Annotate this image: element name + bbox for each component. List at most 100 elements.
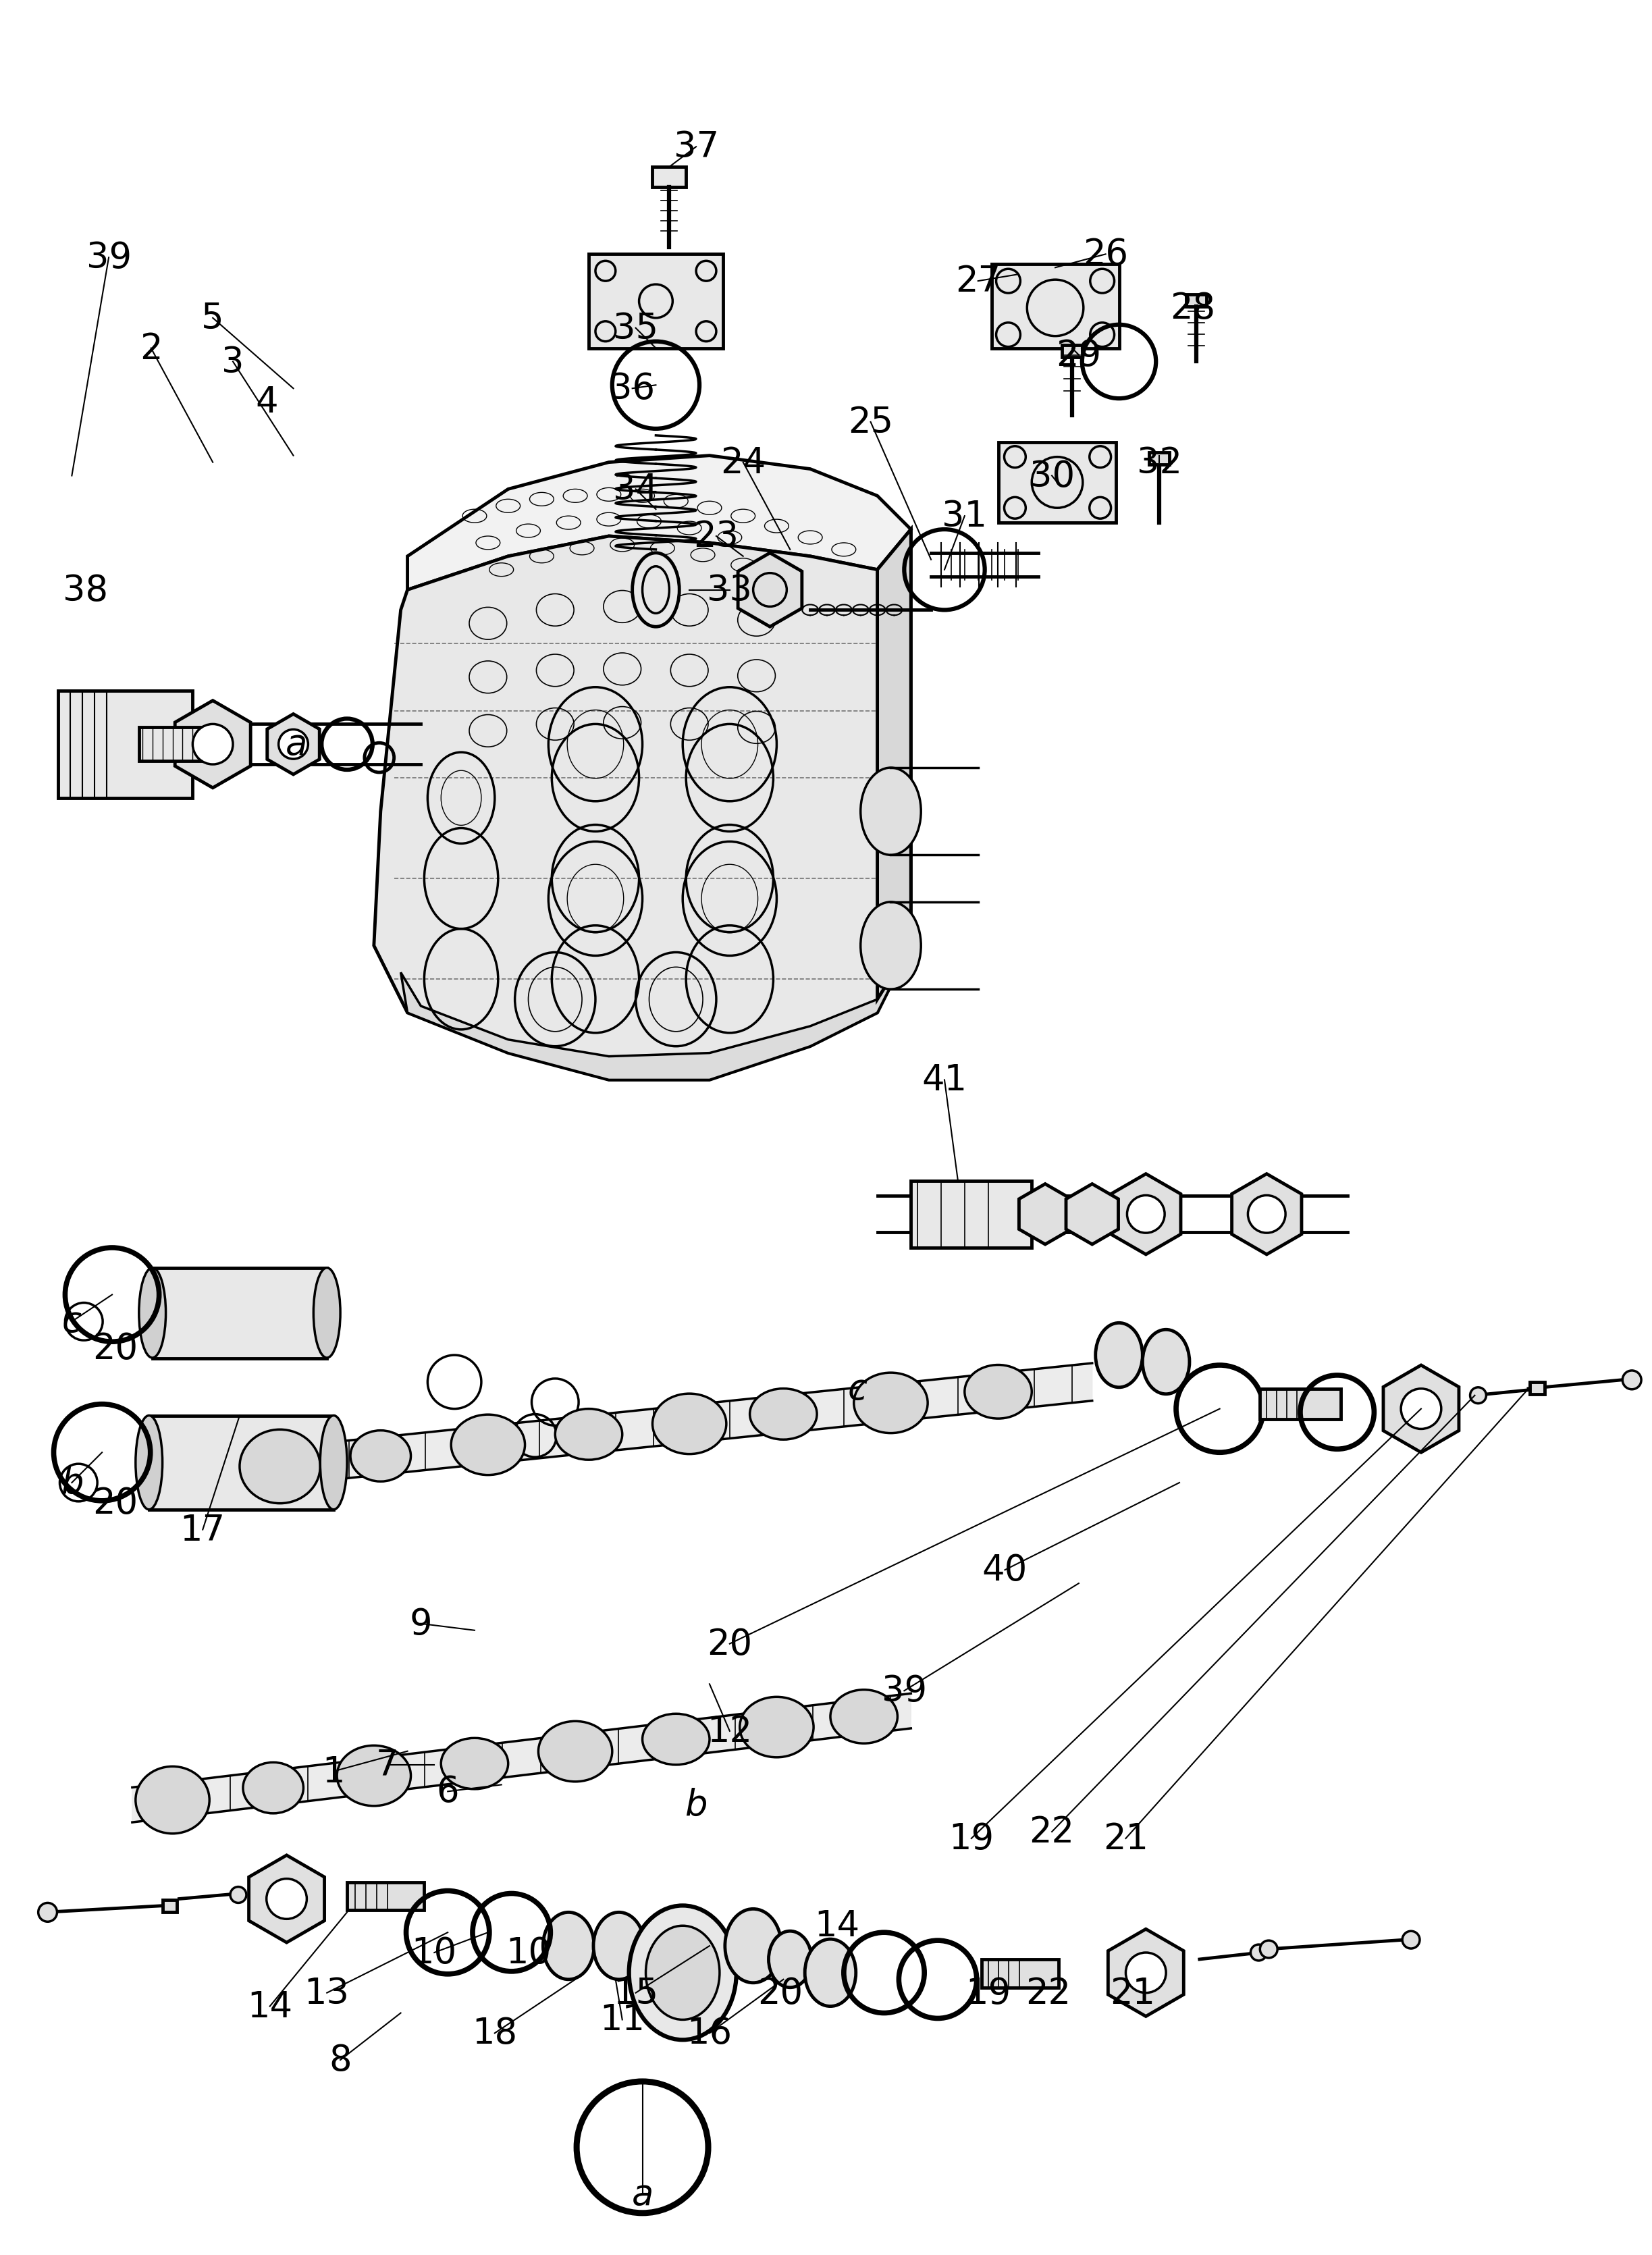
Text: 6: 6 <box>436 1775 459 1809</box>
Text: 18: 18 <box>472 2016 517 2050</box>
Text: a: a <box>631 2176 653 2212</box>
Text: 26: 26 <box>1084 237 1128 273</box>
Text: 31: 31 <box>942 498 988 534</box>
Polygon shape <box>1066 1184 1118 1245</box>
Ellipse shape <box>646 1926 720 2020</box>
Text: 4: 4 <box>254 386 278 419</box>
Ellipse shape <box>854 1373 928 1434</box>
Polygon shape <box>175 701 251 789</box>
Circle shape <box>1622 1371 1642 1389</box>
Circle shape <box>1125 1953 1166 1993</box>
Text: 10: 10 <box>411 1935 458 1971</box>
Text: 40: 40 <box>983 1551 1028 1588</box>
Text: 8: 8 <box>329 2043 352 2077</box>
Bar <box>1150 453 1170 465</box>
Ellipse shape <box>768 1930 811 1987</box>
Ellipse shape <box>740 1698 813 1757</box>
Polygon shape <box>249 1856 324 1942</box>
Circle shape <box>266 1878 307 1919</box>
Ellipse shape <box>725 1910 781 1982</box>
Text: 12: 12 <box>707 1714 752 1748</box>
Ellipse shape <box>139 1267 165 1358</box>
Circle shape <box>1260 1942 1277 1957</box>
Bar <box>162 1901 177 1912</box>
Polygon shape <box>401 945 910 1080</box>
Text: 20: 20 <box>757 1975 803 2011</box>
Text: 39: 39 <box>86 241 132 275</box>
Ellipse shape <box>653 1394 727 1454</box>
Circle shape <box>1470 1387 1487 1403</box>
Circle shape <box>38 1903 58 1921</box>
Text: 33: 33 <box>707 573 752 609</box>
Ellipse shape <box>135 1766 210 1833</box>
Ellipse shape <box>831 1689 897 1743</box>
Text: 1: 1 <box>322 1754 345 1788</box>
Circle shape <box>1403 1930 1419 1948</box>
Text: 14: 14 <box>248 1989 292 2025</box>
Text: 7: 7 <box>377 1748 398 1781</box>
Text: 13: 13 <box>304 1975 350 2011</box>
Ellipse shape <box>861 769 920 855</box>
Ellipse shape <box>593 1912 644 1980</box>
Polygon shape <box>738 552 801 627</box>
Ellipse shape <box>243 1763 304 1813</box>
Text: 21: 21 <box>1110 1975 1155 2011</box>
Circle shape <box>193 724 233 764</box>
Text: 19: 19 <box>948 1822 995 1856</box>
Ellipse shape <box>965 1364 1032 1418</box>
Text: 27: 27 <box>955 264 1001 300</box>
Bar <box>998 442 1115 523</box>
Bar <box>910 1182 1032 1247</box>
Polygon shape <box>1108 1928 1183 2016</box>
Ellipse shape <box>861 902 920 990</box>
Text: 28: 28 <box>1170 291 1216 327</box>
Polygon shape <box>877 530 910 999</box>
Ellipse shape <box>643 1714 709 1766</box>
Bar <box>347 1883 425 1910</box>
Polygon shape <box>1383 1367 1459 1452</box>
Text: 5: 5 <box>202 300 225 336</box>
Bar <box>1260 1389 1340 1418</box>
Text: 11: 11 <box>600 2002 644 2036</box>
Text: 21: 21 <box>1104 1822 1148 1856</box>
Text: 15: 15 <box>613 1975 659 2011</box>
Polygon shape <box>373 530 910 1080</box>
Bar <box>991 264 1118 350</box>
Text: 29: 29 <box>1056 338 1102 372</box>
Text: 9: 9 <box>410 1606 433 1642</box>
Text: b: b <box>61 1466 83 1500</box>
Text: 16: 16 <box>687 2016 732 2050</box>
Bar <box>58 690 193 798</box>
Text: 23: 23 <box>694 519 738 555</box>
Text: 35: 35 <box>613 311 659 345</box>
Text: 2: 2 <box>140 331 162 365</box>
Ellipse shape <box>441 1739 509 1788</box>
Ellipse shape <box>633 552 679 627</box>
Text: 37: 37 <box>674 131 719 165</box>
Text: c: c <box>847 1371 867 1407</box>
Circle shape <box>1251 1944 1267 1960</box>
Text: 34: 34 <box>613 471 659 507</box>
Text: 20: 20 <box>93 1486 139 1520</box>
Polygon shape <box>1019 1184 1072 1245</box>
Bar <box>1530 1382 1545 1394</box>
Polygon shape <box>132 1694 910 1822</box>
Ellipse shape <box>544 1912 595 1980</box>
Bar <box>981 1960 1059 1987</box>
Polygon shape <box>1232 1175 1302 1254</box>
Polygon shape <box>408 456 910 591</box>
Ellipse shape <box>240 1430 320 1504</box>
Bar <box>139 728 213 762</box>
Ellipse shape <box>750 1389 818 1439</box>
Circle shape <box>1247 1195 1285 1233</box>
Text: 20: 20 <box>707 1626 752 1662</box>
Polygon shape <box>253 1364 1092 1488</box>
Text: 19: 19 <box>965 1975 1011 2011</box>
Text: 14: 14 <box>814 1908 859 1944</box>
Text: 41: 41 <box>922 1062 966 1098</box>
Text: 36: 36 <box>610 372 654 406</box>
Ellipse shape <box>805 1939 856 2007</box>
Text: 22: 22 <box>1029 1815 1074 1849</box>
Text: 25: 25 <box>847 406 894 440</box>
Ellipse shape <box>337 1745 411 1806</box>
